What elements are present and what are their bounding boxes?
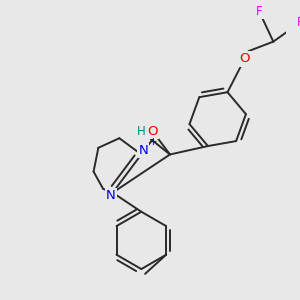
Text: F: F [256,4,262,18]
Text: N: N [106,189,116,202]
Text: F: F [297,16,300,29]
Text: O: O [148,125,158,138]
Text: N: N [138,144,148,157]
Text: +: + [148,137,157,147]
Text: H: H [137,125,146,138]
Text: O: O [239,52,250,65]
